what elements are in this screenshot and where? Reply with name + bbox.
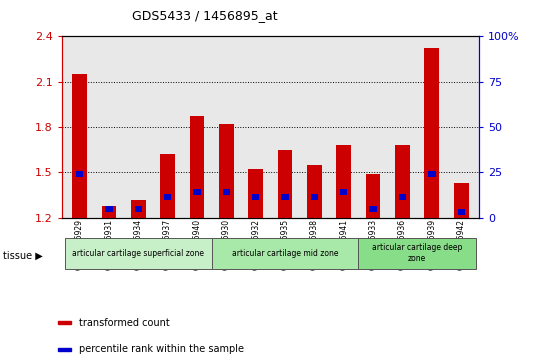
Bar <box>58 321 71 324</box>
Bar <box>134 206 142 212</box>
Text: articular cartilage deep
zone: articular cartilage deep zone <box>372 244 462 263</box>
Bar <box>72 74 87 218</box>
Bar <box>193 189 201 195</box>
Text: tissue ▶: tissue ▶ <box>3 251 43 261</box>
Bar <box>307 165 322 218</box>
FancyBboxPatch shape <box>65 238 211 269</box>
Text: percentile rank within the sample: percentile rank within the sample <box>79 344 244 354</box>
Bar <box>249 170 263 218</box>
Bar <box>457 209 465 215</box>
Bar <box>164 193 171 200</box>
Bar <box>189 117 204 218</box>
Text: GDS5433 / 1456895_at: GDS5433 / 1456895_at <box>132 9 277 22</box>
Bar <box>105 206 112 212</box>
Text: articular cartilage mid zone: articular cartilage mid zone <box>232 249 338 258</box>
Text: articular cartilage superficial zone: articular cartilage superficial zone <box>72 249 204 258</box>
Bar <box>76 171 83 177</box>
Bar <box>131 200 146 218</box>
Bar <box>399 193 406 200</box>
Bar <box>428 171 435 177</box>
Bar <box>311 193 318 200</box>
Bar <box>219 124 233 218</box>
Bar <box>58 348 71 351</box>
Bar <box>395 145 410 218</box>
FancyBboxPatch shape <box>358 238 476 269</box>
Bar <box>366 174 380 218</box>
Bar <box>281 193 289 200</box>
Bar <box>424 48 439 218</box>
Bar <box>102 206 116 218</box>
Text: transformed count: transformed count <box>79 318 169 328</box>
Bar <box>454 183 469 218</box>
Bar <box>252 193 259 200</box>
Bar <box>340 189 348 195</box>
Bar <box>336 145 351 218</box>
Bar <box>370 206 377 212</box>
Bar <box>278 150 292 218</box>
FancyBboxPatch shape <box>211 238 358 269</box>
Bar <box>223 189 230 195</box>
Bar <box>160 154 175 218</box>
